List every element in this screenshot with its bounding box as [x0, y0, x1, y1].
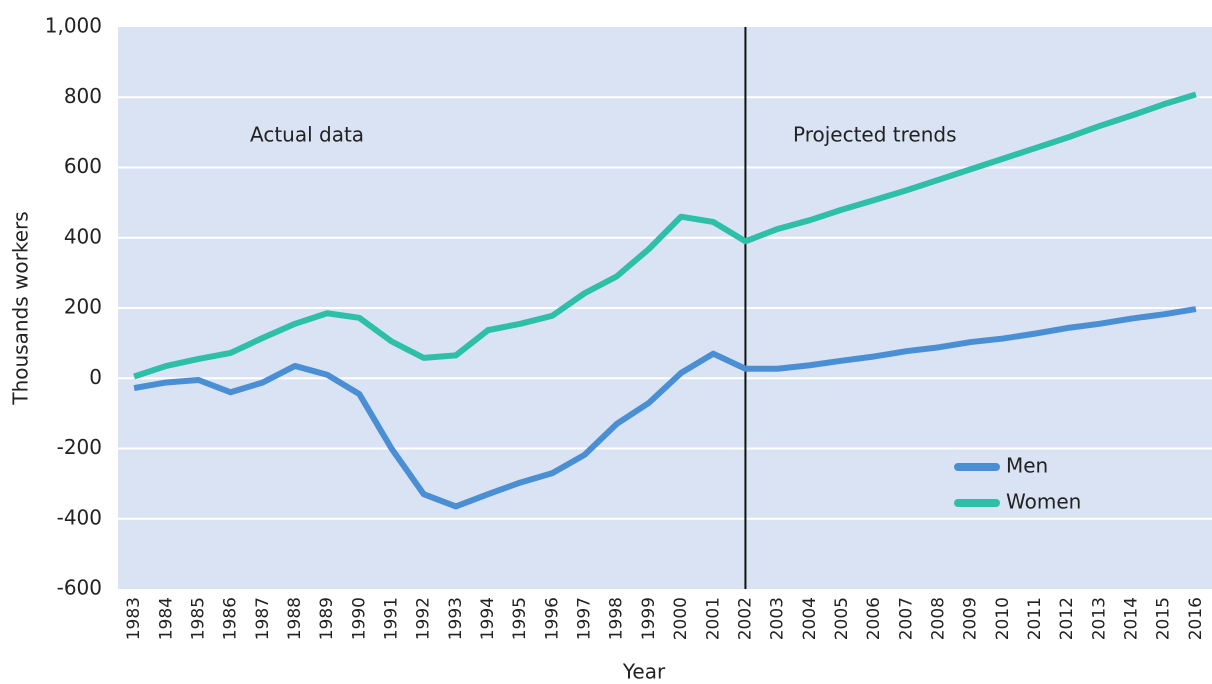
y-tick-label: -200	[57, 435, 102, 459]
y-tick-label: -600	[57, 576, 102, 600]
x-tick-label: 1983	[124, 597, 144, 640]
x-tick-label: 1989	[317, 597, 337, 640]
x-tick-label: 2004	[800, 597, 820, 640]
x-tick-label: 1995	[510, 597, 530, 640]
x-tick-label: 1993	[446, 597, 466, 640]
x-tick-label: 2016	[1186, 597, 1206, 640]
annotation: Projected trends	[793, 123, 957, 147]
x-tick-label: 1992	[414, 597, 434, 640]
y-tick-label: 400	[64, 224, 102, 248]
x-tick-label: 2011	[1025, 597, 1045, 640]
line-series	[133, 91, 1197, 380]
x-tick-label: 1985	[188, 597, 208, 640]
legend-label: Men	[1006, 454, 1048, 478]
x-tick-label: 1999	[639, 597, 659, 640]
y-tick-label: -400	[57, 505, 102, 529]
x-tick-label: 2014	[1122, 597, 1142, 640]
annotation: Actual data	[250, 123, 364, 147]
x-tick-label: 2007	[896, 597, 916, 640]
y-tick-label: 200	[64, 295, 102, 319]
x-tick-label: 2005	[832, 597, 852, 640]
legend-label: Women	[1006, 490, 1081, 514]
y-axis-title: Thousands workers	[9, 211, 33, 405]
x-tick-label: 1996	[542, 597, 562, 640]
x-tick-label: 2010	[993, 597, 1013, 640]
x-tick-label: 1986	[221, 597, 241, 640]
x-axis-title: Year	[622, 660, 666, 684]
x-tick-label: 2006	[864, 597, 884, 640]
x-tick-label: 2015	[1154, 597, 1174, 640]
x-tick-label: 2013	[1089, 597, 1109, 640]
x-tick-label: 1998	[607, 597, 627, 640]
x-tick-label: 2003	[768, 597, 788, 640]
y-tick-label: 0	[89, 365, 102, 389]
x-tick-label: 2000	[671, 597, 691, 640]
x-tick-label: 1997	[575, 597, 595, 640]
y-tick-label: 800	[64, 84, 102, 108]
x-tick-label: 1988	[285, 597, 305, 640]
line-series	[133, 306, 1197, 510]
x-tick-label: 2009	[961, 597, 981, 640]
y-tick-label: 600	[64, 154, 102, 178]
x-tick-label: 2012	[1057, 597, 1077, 640]
x-tick-label: 1987	[253, 597, 273, 640]
x-tick-label: 2001	[703, 597, 723, 640]
y-tick-label: 1,000	[45, 14, 102, 38]
x-tick-label: 1984	[156, 597, 176, 640]
x-tick-label: 2002	[735, 597, 755, 640]
x-tick-label: 1990	[349, 597, 369, 640]
x-tick-label: 1994	[478, 597, 498, 640]
x-tick-label: 1991	[382, 597, 402, 640]
x-tick-label: 2008	[929, 597, 949, 640]
